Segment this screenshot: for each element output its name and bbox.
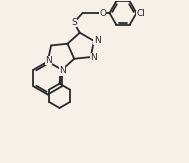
Text: S: S: [71, 18, 77, 27]
Text: N: N: [45, 56, 51, 65]
Text: Cl: Cl: [136, 8, 145, 18]
Text: N: N: [59, 66, 66, 75]
Text: N: N: [94, 36, 100, 45]
Text: N: N: [90, 53, 97, 62]
Text: O: O: [99, 8, 106, 18]
